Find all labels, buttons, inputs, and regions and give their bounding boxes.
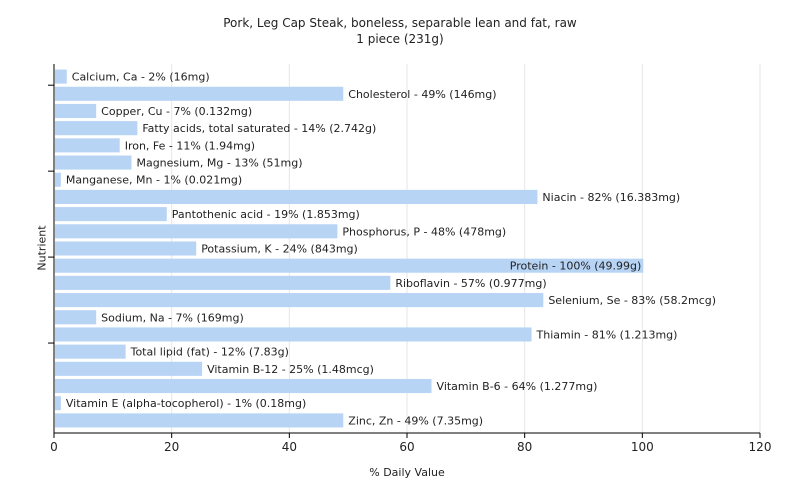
bar (55, 189, 538, 204)
x-tick-label: 40 (282, 440, 297, 454)
x-tick-label: 100 (631, 440, 654, 454)
bar (55, 103, 97, 119)
bar (55, 396, 61, 411)
x-tick-label: 120 (749, 440, 772, 454)
bar (55, 361, 203, 376)
bar (55, 207, 167, 222)
bar-label: Niacin - 82% (16.383mg) (542, 191, 680, 204)
y-axis-label: Nutrient (35, 225, 49, 271)
bar (55, 138, 120, 153)
x-tick-label: 0 (50, 440, 58, 454)
bar (55, 69, 67, 84)
x-tick-label: 80 (517, 440, 532, 454)
bar (55, 327, 532, 342)
x-tick-label: 60 (399, 440, 414, 454)
bar-label: Pantothenic acid - 19% (1.853mg) (172, 208, 360, 221)
bar (55, 258, 644, 273)
bar-label: Riboflavin - 57% (0.977mg) (395, 277, 546, 290)
bar (55, 241, 197, 256)
bar-labels: Calcium, Ca - 2% (16mg) Cholesterol - 49%… (66, 71, 716, 428)
x-tick-label: 20 (164, 440, 179, 454)
bar-label: Sodium, Na - 7% (169mg) (101, 311, 244, 324)
bar-label: Vitamin B-12 - 25% (1.48mcg) (207, 363, 374, 376)
bar (55, 155, 132, 170)
bar (55, 86, 344, 101)
bar-label: Phosphorus, P - 48% (478mg) (342, 225, 506, 238)
bar (55, 310, 97, 325)
bar-label: Total lipid (fat) - 12% (7.83g) (130, 346, 289, 359)
chart-subtitle: 1 piece (231g) (356, 32, 444, 46)
bar-label: Thiamin - 81% (1.213mg) (536, 328, 678, 341)
bar-label: Iron, Fe - 11% (1.94mg) (125, 139, 255, 152)
bar (55, 413, 344, 428)
bar (55, 293, 544, 308)
bar (55, 344, 126, 359)
bar-label: Vitamin B-6 - 64% (1.277mg) (437, 380, 598, 393)
bar-label: Calcium, Ca - 2% (16mg) (72, 71, 210, 84)
bar (55, 172, 61, 187)
bar-label: Zinc, Zn - 49% (7.35mg) (348, 414, 483, 427)
bar-label: Vitamin E (alpha-tocopherol) - 1% (0.18m… (66, 397, 306, 410)
bar-label: Cholesterol - 49% (146mg) (348, 88, 496, 101)
bar (55, 275, 391, 290)
x-axis-label: % Daily Value (369, 466, 445, 479)
bar-label: Manganese, Mn - 1% (0.021mg) (66, 174, 242, 187)
bar-label: Selenium, Se - 83% (58.2mcg) (548, 294, 716, 307)
bar-label: Copper, Cu - 7% (0.132mg) (101, 105, 252, 118)
bar (55, 224, 338, 239)
bar-label: Magnesium, Mg - 13% (51mg) (136, 157, 302, 170)
bar (55, 378, 432, 394)
bars (55, 69, 644, 428)
bar-label: Fatty acids, total saturated - 14% (2.74… (142, 122, 376, 135)
bar-label: Potassium, K - 24% (843mg) (201, 243, 358, 256)
bar (55, 121, 138, 136)
bar-label: Protein - 100% (49.99g) (510, 260, 642, 273)
chart-title: Pork, Leg Cap Steak, boneless, separable… (223, 16, 577, 30)
axes: 0 20 40 60 80 100 120 (48, 64, 771, 454)
